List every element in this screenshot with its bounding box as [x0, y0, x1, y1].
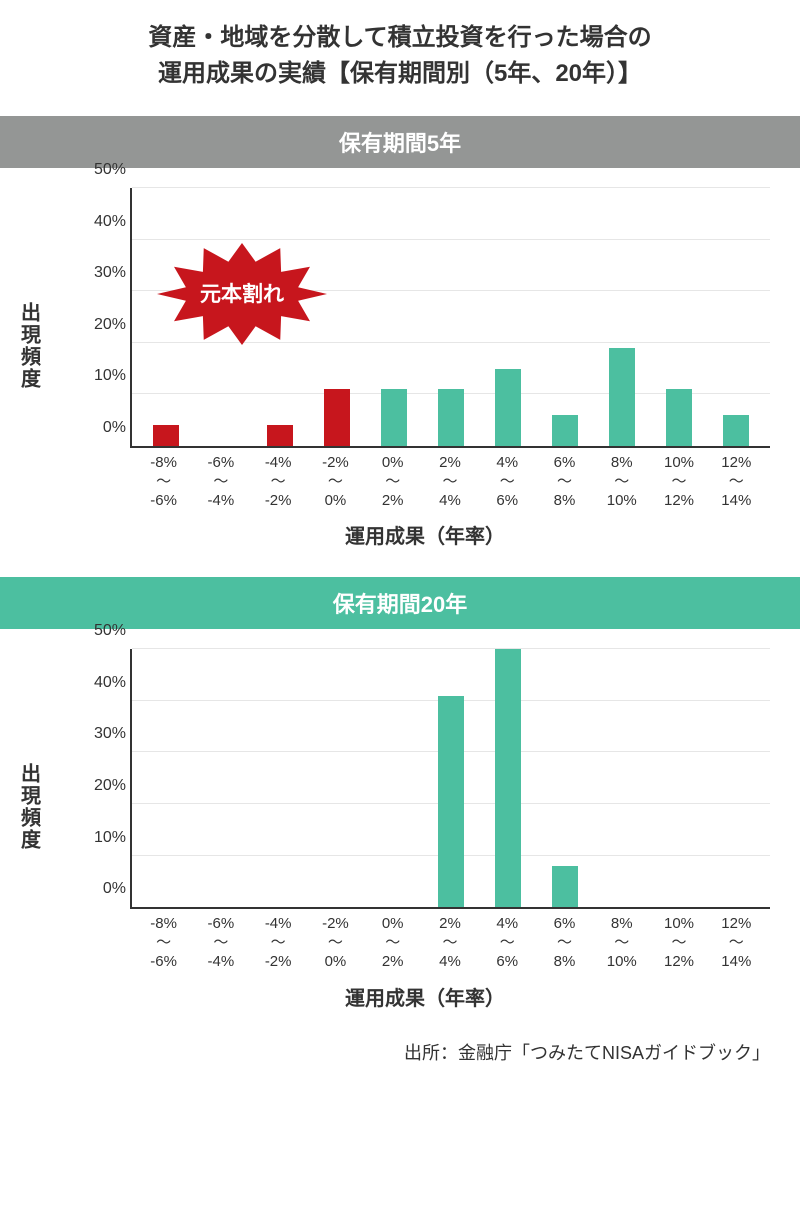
bar-slot	[251, 649, 308, 907]
bar-slot	[651, 649, 708, 907]
bar	[552, 415, 578, 446]
plot-area-5yr: 元本割れ 0%10%20%30%40%50%	[130, 188, 770, 448]
x-tick-label: 4% 〜 6%	[479, 915, 536, 971]
chart-5yr: 出現頻度 元本割れ 0%10%20%30%40%50% -8% 〜 -6%-6%…	[0, 168, 800, 559]
y-tick-label: 0%	[78, 880, 126, 898]
bars-container	[132, 649, 770, 907]
y-axis-label: 出現頻度	[20, 302, 42, 390]
x-tick-label: -4% 〜 -2%	[250, 915, 307, 971]
bar	[666, 389, 692, 446]
bar	[438, 696, 464, 908]
bar	[723, 415, 749, 446]
bar-slot	[422, 188, 479, 446]
y-tick-label: 10%	[78, 367, 126, 385]
bar	[495, 649, 521, 907]
y-tick-label: 50%	[78, 161, 126, 179]
title-line-2: 運用成果の実績【保有期間別（5年、20年）】	[30, 56, 770, 92]
plot-area-20yr: 0%10%20%30%40%50%	[130, 649, 770, 909]
y-tick-label: 40%	[78, 674, 126, 692]
x-tick-labels-20yr: -8% 〜 -6%-6% 〜 -4%-4% 〜 -2%-2% 〜 0%0% 〜 …	[130, 909, 770, 971]
x-tick-label: -4% 〜 -2%	[250, 454, 307, 510]
x-tick-label: 8% 〜 10%	[593, 915, 650, 971]
bar-slot	[594, 188, 651, 446]
x-tick-label: 6% 〜 8%	[536, 454, 593, 510]
bar	[495, 369, 521, 446]
x-tick-label: -2% 〜 0%	[307, 915, 364, 971]
title-line-1: 資産・地域を分散して積立投資を行った場合の	[30, 20, 770, 56]
y-tick-label: 30%	[78, 264, 126, 282]
loss-callout-text: 元本割れ	[200, 278, 284, 308]
x-tick-label: 0% 〜 2%	[364, 915, 421, 971]
x-axis-label-20yr: 運用成果（年率）	[80, 982, 770, 1011]
x-tick-label: 0% 〜 2%	[364, 454, 421, 510]
bar	[609, 348, 635, 446]
x-tick-label: 2% 〜 4%	[421, 454, 478, 510]
x-axis-label-5yr: 運用成果（年率）	[80, 520, 770, 549]
bar-slot	[480, 188, 537, 446]
bar-slot	[365, 649, 422, 907]
bar	[324, 389, 350, 446]
bar	[552, 866, 578, 907]
x-tick-label: 4% 〜 6%	[479, 454, 536, 510]
x-tick-label: 12% 〜 14%	[708, 454, 765, 510]
y-tick-label: 20%	[78, 316, 126, 334]
y-tick-label: 30%	[78, 725, 126, 743]
y-axis-label-2: 出現頻度	[20, 763, 42, 851]
bar-slot	[365, 188, 422, 446]
y-tick-label: 50%	[78, 622, 126, 640]
bar-slot	[651, 188, 708, 446]
bar-slot	[422, 649, 479, 907]
x-tick-label: -8% 〜 -6%	[135, 915, 192, 971]
bar	[153, 425, 179, 446]
chart-20yr: 出現頻度 0%10%20%30%40%50% -8% 〜 -6%-6% 〜 -4…	[0, 629, 800, 1020]
x-tick-label: -6% 〜 -4%	[192, 454, 249, 510]
y-tick-label: 20%	[78, 777, 126, 795]
bar-slot	[308, 649, 365, 907]
bar-slot	[480, 649, 537, 907]
bar-slot	[708, 188, 765, 446]
bar-slot	[594, 649, 651, 907]
bar-slot	[137, 649, 194, 907]
bar	[381, 389, 407, 446]
x-tick-label: 10% 〜 12%	[650, 454, 707, 510]
x-tick-label: -8% 〜 -6%	[135, 454, 192, 510]
x-tick-label: 12% 〜 14%	[708, 915, 765, 971]
x-tick-label: -6% 〜 -4%	[192, 915, 249, 971]
loss-callout: 元本割れ	[157, 243, 327, 343]
x-tick-label: -2% 〜 0%	[307, 454, 364, 510]
x-tick-label: 10% 〜 12%	[650, 915, 707, 971]
y-tick-label: 10%	[78, 829, 126, 847]
x-tick-labels-5yr: -8% 〜 -6%-6% 〜 -4%-4% 〜 -2%-2% 〜 0%0% 〜 …	[130, 448, 770, 510]
bar-slot	[537, 649, 594, 907]
y-tick-label: 0%	[78, 419, 126, 437]
bar-slot	[537, 188, 594, 446]
bar	[438, 389, 464, 446]
bar	[267, 425, 293, 446]
main-title: 資産・地域を分散して積立投資を行った場合の 運用成果の実績【保有期間別（5年、2…	[0, 20, 800, 92]
source-note: 出所：金融庁「つみたてNISAガイドブック」	[0, 1021, 800, 1065]
bar-slot	[708, 649, 765, 907]
x-tick-label: 8% 〜 10%	[593, 454, 650, 510]
bar-slot	[194, 649, 251, 907]
x-tick-label: 6% 〜 8%	[536, 915, 593, 971]
y-tick-label: 40%	[78, 213, 126, 231]
x-tick-label: 2% 〜 4%	[421, 915, 478, 971]
